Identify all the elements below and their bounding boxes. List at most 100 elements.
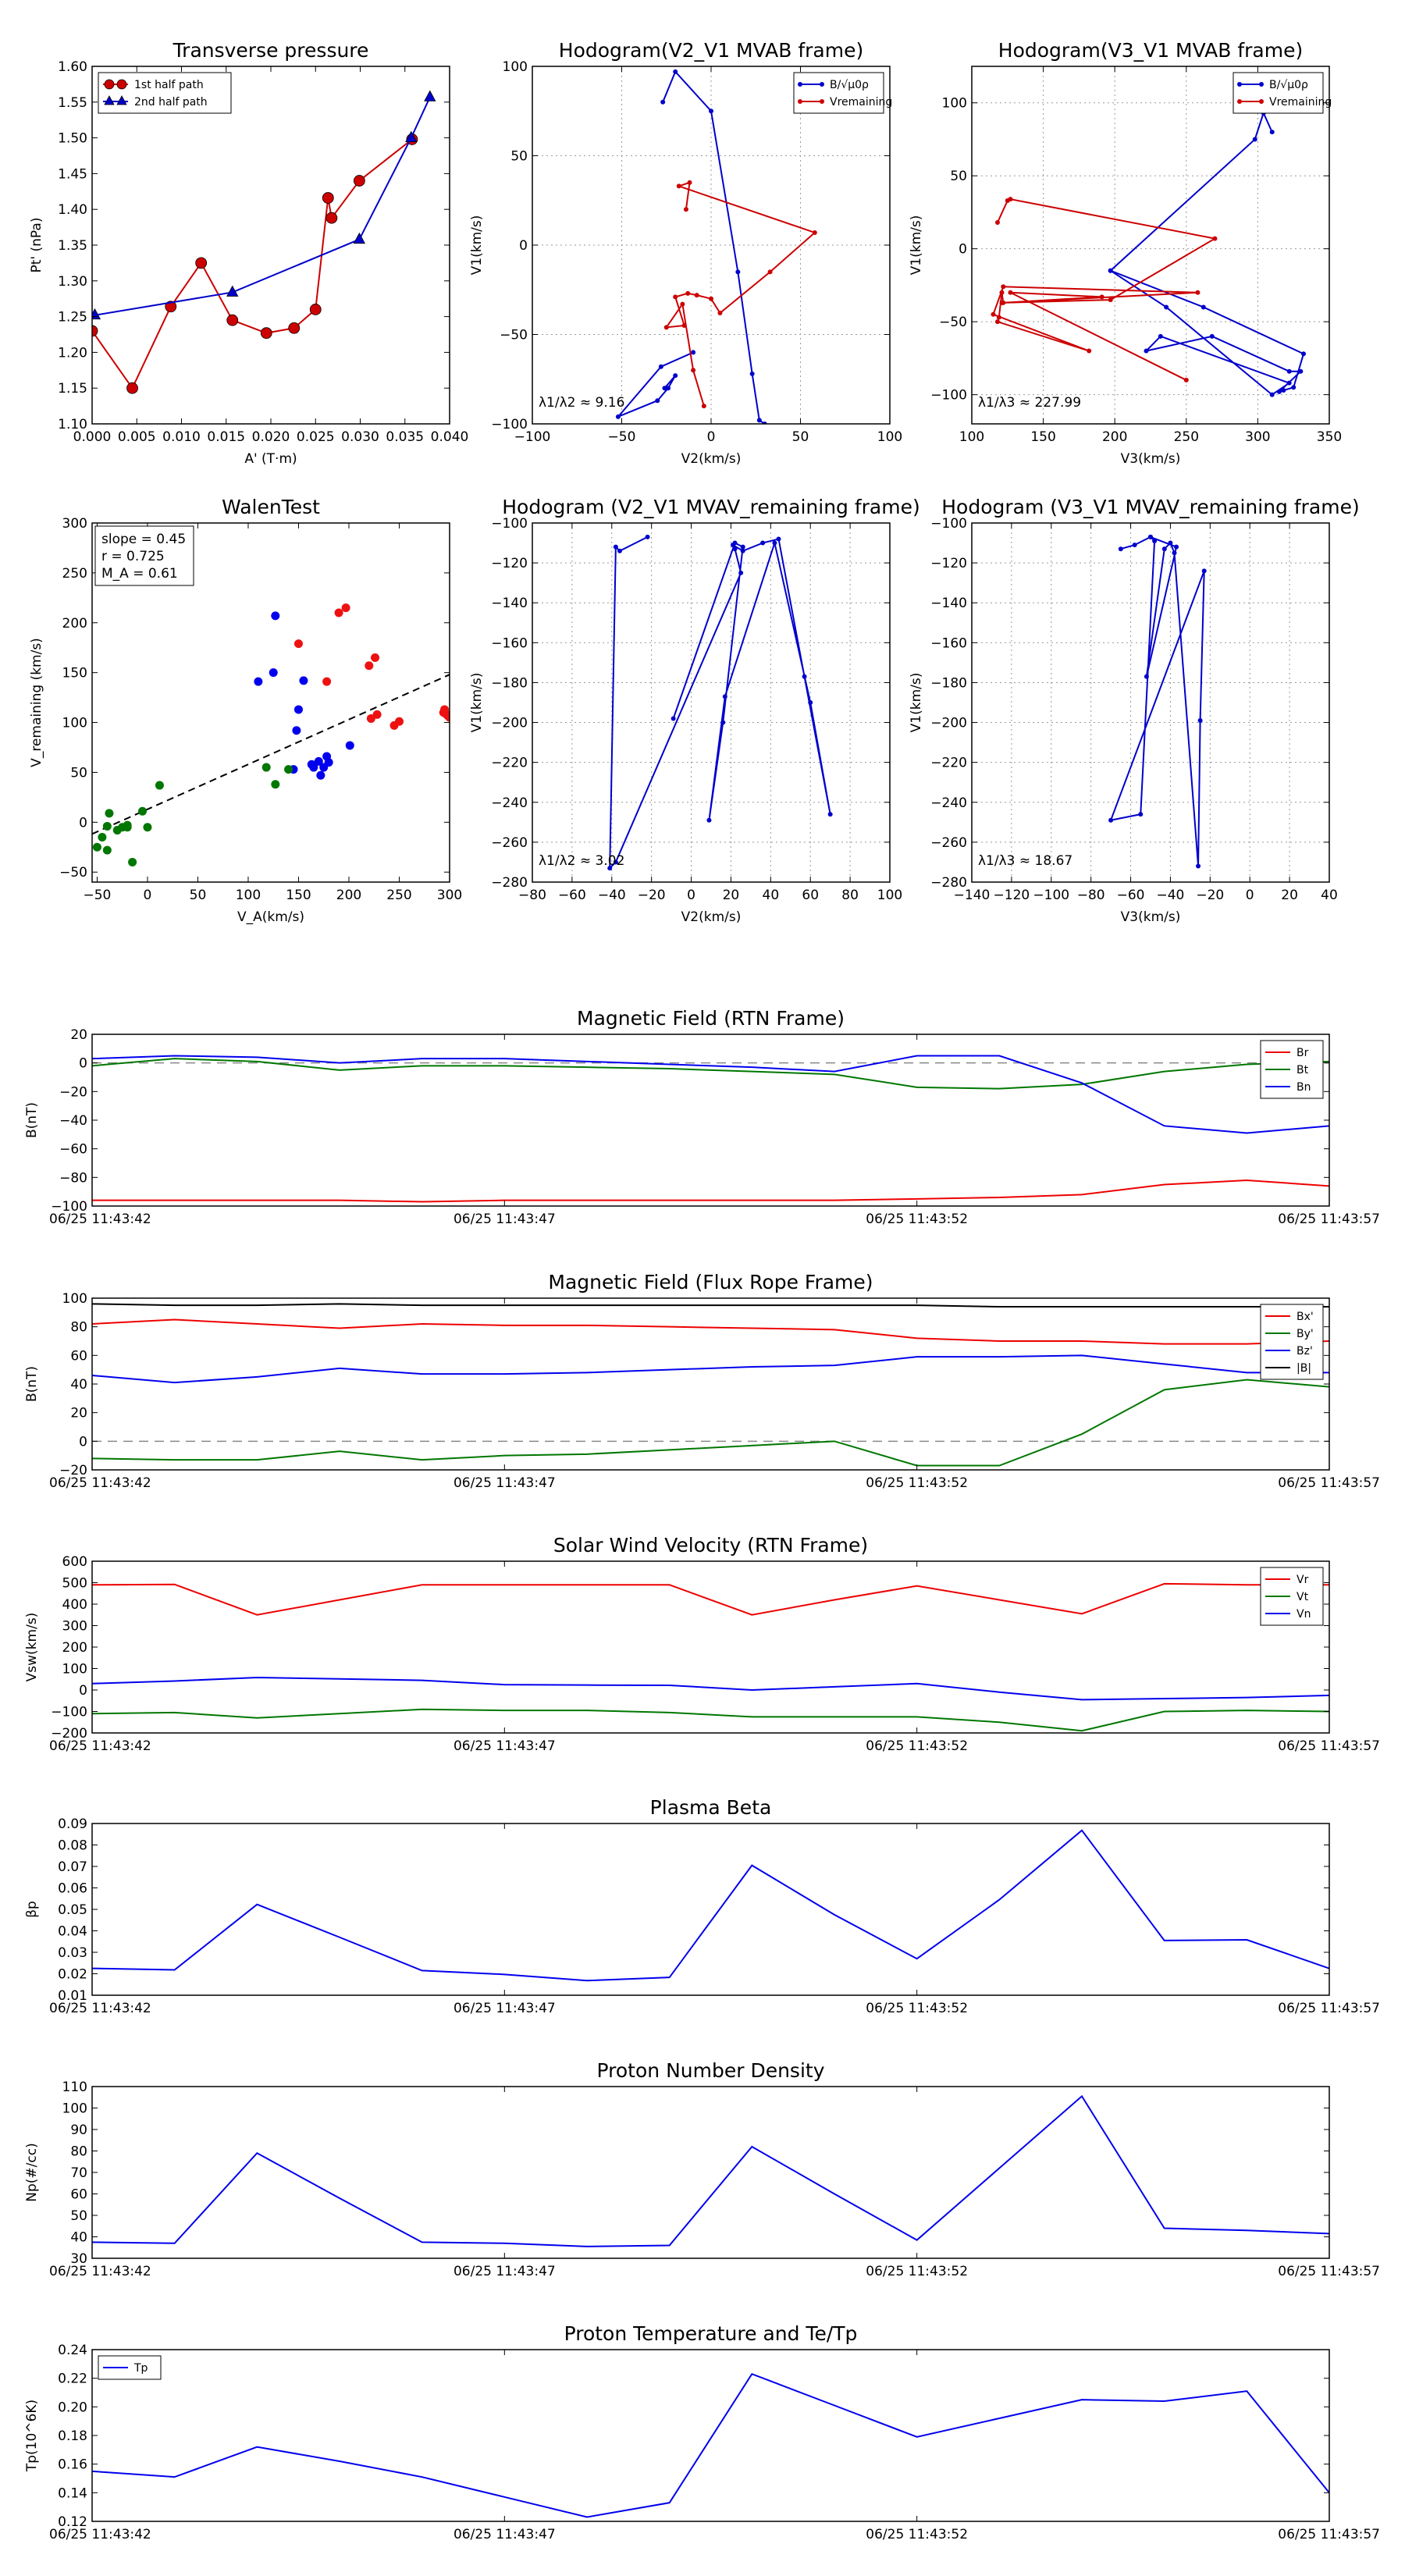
y-tick-label: −220 [930,756,967,771]
y-axis-label: V1(km/s) [469,673,485,733]
chart-title: Proton Number Density [597,2059,825,2082]
y-tick-label: 90 [70,2122,87,2138]
x-tick-label: 0.000 [73,429,112,445]
data-point [717,311,723,316]
y-tick-label: −80 [59,1170,87,1186]
data-point [226,285,239,297]
data-point [1269,130,1275,135]
data-point [660,99,666,105]
data-point [827,812,833,817]
data-point [102,845,112,855]
y-axis-label: B(nT) [24,1102,40,1138]
data-point [1252,137,1257,142]
y-tick-label: 0 [79,815,87,831]
data-point [1197,718,1203,723]
y-tick-label: −180 [491,675,528,691]
data-point [701,404,706,409]
data-point [92,842,101,852]
y-tick-label: 1.30 [58,274,87,290]
stats-line: M_A = 0.61 [101,566,178,582]
data-point [1087,348,1092,354]
legend-box [1232,72,1324,114]
data-point [1108,817,1114,823]
x-tick-label: −50 [84,888,112,903]
plot-area [615,69,817,424]
y-tick-label: 100 [503,59,528,75]
y-tick-label: 0.22 [58,2371,87,2387]
legend-marker [1237,82,1242,87]
chart-beta: Plasma Beta 06/25 11:43:42 06/25 11:43:47 0… [24,1796,1380,2016]
y-tick-label: −50 [59,865,87,881]
data-point [663,325,669,330]
x-tick-label: 0.025 [297,429,335,445]
y-tick-label: 200 [62,616,87,632]
y-tick-label: 0 [959,242,967,258]
data-point [767,269,773,275]
legend-marker [104,79,115,90]
x-tick-label: 06/25 11:43:47 [454,2001,556,2016]
axes-frame [91,2086,1330,2259]
fit-line [92,674,450,835]
y-tick-label: 300 [62,1619,87,1635]
data-point [749,371,755,376]
data-point [424,90,436,101]
data-point [1001,284,1006,290]
legend-marker [116,79,127,90]
legend-label: Bn [1297,1081,1311,1094]
y-axis-label: V1(km/s) [469,215,485,276]
y-tick-label: 50 [70,2208,87,2224]
y-tick-label: 1.40 [58,202,87,218]
data-point [691,350,696,355]
stats-line: r = 0.725 [101,549,165,564]
data-point [269,668,278,678]
chart-tp: Proton Temperature and Te/Tp 06/25 11:43:… [24,2322,1380,2542]
legend-label: 2nd half path [134,96,208,109]
y-tick-label: −120 [930,556,967,571]
data-point [1008,197,1013,202]
chart-title: Plasma Beta [650,1796,772,1819]
plot-area [92,2372,1329,2518]
x-tick-label: 40 [763,888,780,903]
data-point [371,653,380,662]
data-point [254,677,263,686]
data-point [1196,863,1201,869]
eigen-ratio-annotation: λ1/λ2 ≈ 9.16 [539,395,624,411]
data-point [1008,290,1013,295]
data-point [694,293,699,298]
x-tick-label: 150 [286,888,311,903]
axes-frame [971,66,1330,425]
x-tick-label: 0 [687,888,695,903]
y-tick-label: 60 [70,2187,87,2203]
y-tick-label: −100 [51,1705,87,1720]
y-tick-label: −60 [59,1142,87,1158]
x-tick-label: 06/25 11:43:47 [454,1738,556,1754]
legend-marker [820,99,824,104]
x-tick-label: 06/25 11:43:52 [866,2527,968,2542]
data-point [666,386,671,391]
axes-frame [91,1297,1330,1471]
data-point [1276,389,1282,394]
legend-box [98,72,232,114]
chart-title: Hodogram (V2_V1 MVAV_remaining frame) [502,496,920,518]
y-tick-label: 1.15 [58,381,87,397]
x-tick-label: 20 [723,888,740,903]
data-point [685,290,691,296]
y-tick-label: −280 [491,875,528,891]
data-point [658,364,663,369]
data-point [1158,333,1163,339]
y-tick-label: 0.08 [58,1838,87,1854]
data-point [760,540,766,546]
data-point [309,304,322,315]
x-tick-label: 06/25 11:43:57 [1278,2264,1380,2279]
y-tick-label: 80 [70,2144,87,2160]
y-tick-label: 0.06 [58,1881,87,1897]
x-tick-label: 06/25 11:43:52 [866,2264,968,2279]
legend-label: Br [1297,1047,1309,1059]
x-tick-label: 0.015 [207,429,245,445]
data-point [999,290,1005,295]
y-tick-label: 1.45 [58,166,87,182]
y-axis-label: V_remaining (km/s) [29,638,44,767]
plot-area [92,1303,1329,1467]
legend-marker [104,95,115,105]
stats-line: slope = 0.45 [101,532,186,547]
